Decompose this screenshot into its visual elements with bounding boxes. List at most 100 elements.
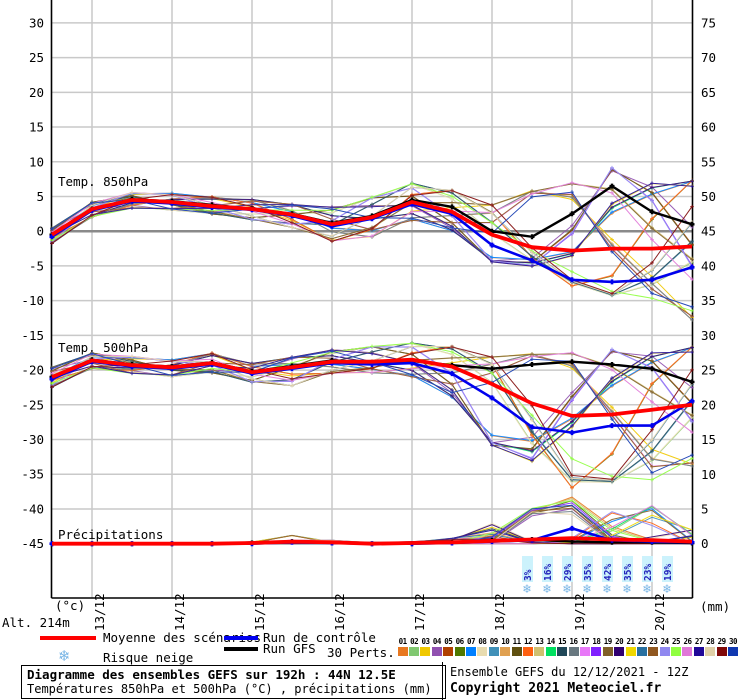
pert-number: 01 [398, 637, 408, 646]
pert-number: 17 [580, 637, 590, 646]
svg-text:30: 30 [29, 15, 44, 30]
pert-number: 22 [637, 637, 647, 646]
pert-color-swatch [614, 647, 625, 656]
svg-text:-15: -15 [21, 328, 44, 343]
svg-text:16%: 16% [543, 564, 554, 581]
pert-item: 06 [454, 637, 465, 656]
svg-text:70: 70 [701, 50, 716, 65]
perts-count-label: 30 Perts. [327, 645, 395, 660]
svg-text:20/12: 20/12 [652, 593, 667, 631]
mean-line-t500 [51, 357, 693, 418]
pert-number: 28 [706, 637, 715, 646]
pert-item: 19 [602, 637, 613, 656]
pert-color-swatch [431, 647, 442, 656]
svg-text:❄: ❄ [562, 582, 571, 597]
pert-number: 21 [626, 637, 635, 646]
pert-color-swatch [522, 647, 533, 656]
pert-item: 07 [465, 637, 477, 656]
svg-text:35: 35 [701, 293, 716, 308]
svg-text:25: 25 [29, 50, 44, 65]
pert-color-swatch [409, 647, 420, 656]
pert-color-swatch [545, 647, 556, 656]
run-info: Ensemble GEFS du 12/12/2021 - 12Z [450, 665, 689, 679]
pert-color-swatch [466, 647, 477, 656]
pert-color-swatch [625, 647, 636, 656]
pert-color-swatch [488, 647, 499, 656]
pert-color-swatch [659, 647, 670, 656]
panel-labels: Temp. 850hPa Temp. 500hPa Précipitations [58, 174, 163, 542]
svg-text:19%: 19% [663, 564, 674, 581]
pert-item: 17 [579, 637, 590, 656]
control-line-swatch [224, 636, 258, 640]
pert-number: 30 [729, 637, 738, 646]
pert-item: 03 [420, 637, 431, 656]
svg-text:❄: ❄ [522, 582, 531, 597]
svg-text:19/12: 19/12 [572, 593, 587, 631]
left-axis-unit-label: (°c) [55, 598, 86, 613]
pert-number: 07 [467, 637, 476, 646]
svg-text:-40: -40 [21, 501, 44, 516]
svg-text:30: 30 [701, 328, 716, 343]
svg-text:16/12: 16/12 [332, 593, 347, 631]
chart-title: Diagramme des ensembles GEFS sur 192h : … [27, 667, 396, 682]
svg-text:15: 15 [29, 120, 44, 135]
svg-text:25: 25 [701, 363, 716, 378]
svg-text:60: 60 [701, 120, 716, 135]
svg-text:18/12: 18/12 [492, 593, 507, 631]
pert-number: 23 [649, 637, 658, 646]
pert-item: 05 [443, 637, 454, 656]
svg-text:❄: ❄ [662, 582, 671, 597]
pert-item: 01 [397, 637, 408, 656]
copyright: Copyright 2021 Meteociel.fr [450, 681, 662, 696]
pert-item: 24 [659, 637, 670, 656]
pert-number: 24 [660, 637, 670, 646]
svg-text:-25: -25 [21, 397, 44, 412]
svg-text:75: 75 [701, 15, 716, 30]
pert-number: 15 [558, 637, 567, 646]
svg-text:❄: ❄ [642, 582, 651, 597]
pert-number: 08 [478, 637, 487, 646]
left-axis-labels: 30 25 20 15 10 5 0 -5 -10 -15 -20 -25 -30 -35 -40 -45 [21, 15, 44, 551]
svg-text:45: 45 [701, 224, 716, 239]
perturbations-legend: 01 02 03 04 05 06 07 08 09 10 11 12 13 14 15 16 17 18 19 20… [397, 637, 739, 656]
svg-text:40: 40 [701, 258, 716, 273]
pert-item: 04 [431, 637, 442, 656]
svg-text:-10: -10 [21, 293, 44, 308]
pert-item: 22 [636, 637, 647, 656]
pert-color-swatch [716, 647, 727, 656]
svg-text:65: 65 [701, 85, 716, 100]
pert-number: 06 [455, 637, 465, 646]
svg-text:-5: -5 [29, 258, 44, 273]
pert-item: 14 [545, 637, 556, 656]
mean-line-t850 [50, 198, 693, 253]
svg-text:❄: ❄ [622, 582, 631, 597]
pert-color-swatch [579, 647, 590, 656]
svg-text:50: 50 [701, 189, 716, 204]
chart-subtitle: Températures 850hPa et 500hPa (°C) , pré… [27, 682, 432, 696]
pert-item: 29 [716, 637, 727, 656]
pert-number: 14 [546, 637, 556, 646]
pert-color-swatch [693, 647, 704, 656]
pert-item: 21 [625, 637, 636, 656]
pert-item: 23 [648, 637, 659, 656]
x-axis-date-labels: 13/12 14/12 15/12 16/12 17/12 18/12 19/12 20/12 [92, 593, 667, 631]
chart-svg: 302520151050-5-10-15-20-25-30-35-40-4575… [21, 0, 716, 631]
pert-color-swatch [420, 647, 431, 656]
pert-number: 03 [421, 637, 430, 646]
pert-color-swatch [443, 647, 454, 656]
svg-text:14/12: 14/12 [172, 593, 187, 631]
pert-color-swatch [397, 647, 408, 656]
pert-number: 27 [694, 637, 704, 646]
ensemble-chart: 30 25 20 15 10 5 0 -5 -10 -15 -20 -25 -30 -35 -40 -45 75… [21, 0, 716, 631]
svg-text:20: 20 [701, 397, 716, 412]
svg-text:42%: 42% [603, 564, 614, 581]
legend-snow-label: Risque neige [103, 650, 194, 665]
svg-text:35%: 35% [623, 564, 634, 581]
svg-text:15/12: 15/12 [252, 593, 267, 631]
pert-number: 04 [432, 637, 442, 646]
svg-text:5: 5 [36, 189, 44, 204]
gridlines [51, 0, 693, 598]
pert-color-swatch [557, 647, 568, 656]
right-axis-unit-label: (mm) [700, 599, 731, 614]
